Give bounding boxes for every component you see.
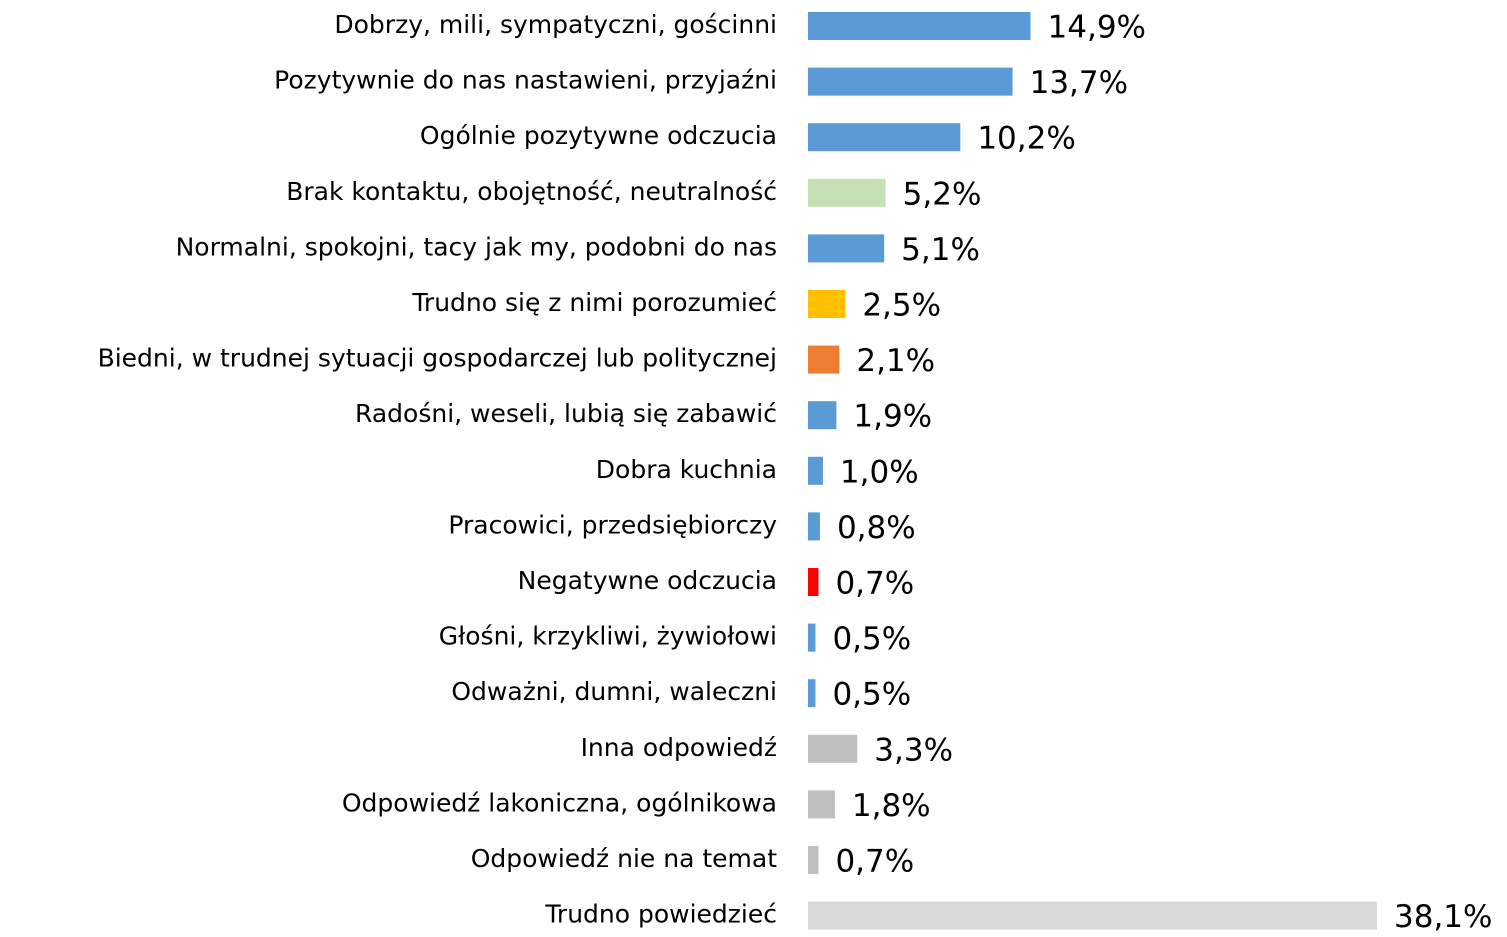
bar — [808, 456, 823, 485]
value-label: 0,8% — [837, 510, 916, 546]
value-label: 0,5% — [832, 621, 911, 657]
bar — [808, 790, 835, 819]
category-label: Dobrzy, mili, sympatyczni, gościnni — [334, 10, 777, 39]
value-label: 5,2% — [903, 176, 982, 212]
value-label: 5,1% — [901, 232, 980, 268]
value-label: 1,9% — [853, 399, 932, 435]
value-label: 0,7% — [835, 566, 914, 602]
category-label: Dobra kuchnia — [596, 455, 777, 484]
category-label: Biedni, w trudnej sytuacji gospodarczej … — [98, 344, 777, 373]
category-label: Pozytywnie do nas nastawieni, przyjaźni — [274, 66, 777, 95]
bar — [808, 401, 837, 430]
value-label: 2,5% — [862, 288, 941, 324]
value-label: 38,1% — [1394, 899, 1492, 933]
category-label: Trudno powiedzieć — [544, 900, 777, 929]
category-label: Brak kontaktu, obojętność, neutralność — [286, 177, 777, 206]
category-label: Odważni, dumni, waleczni — [451, 677, 777, 706]
bar — [808, 846, 819, 874]
category-label: Odpowiedź nie na temat — [471, 844, 778, 873]
bar — [808, 679, 816, 708]
category-label: Odpowiedź lakoniczna, ogólnikowa — [342, 788, 777, 817]
bar — [808, 67, 1013, 96]
value-label: 13,7% — [1030, 65, 1128, 101]
value-label: 2,1% — [856, 343, 935, 379]
bar — [808, 178, 886, 207]
category-label: Trudno się z nimi porozumieć — [411, 288, 777, 317]
category-label: Pracowici, przedsiębiorczy — [448, 510, 777, 539]
category-label: Negatywne odczucia — [518, 566, 777, 595]
value-label: 14,9% — [1048, 10, 1146, 46]
bar — [808, 290, 846, 318]
bar — [808, 12, 1031, 40]
bar — [808, 901, 1377, 930]
value-label: 0,7% — [835, 844, 914, 880]
bar — [808, 234, 885, 263]
bar — [808, 623, 816, 652]
category-label: Ogólnie pozytywne odczucia — [420, 121, 777, 150]
bar — [808, 734, 858, 763]
value-label: 1,8% — [852, 788, 931, 824]
value-label: 3,3% — [874, 732, 953, 768]
category-label: Normalni, spokojni, tacy jak my, podobni… — [176, 232, 777, 261]
value-label: 10,2% — [977, 121, 1075, 157]
bar — [808, 512, 820, 541]
value-label: 1,0% — [840, 454, 919, 490]
category-label: Głośni, krzykliwi, żywiołowi — [439, 622, 777, 651]
bar — [808, 123, 961, 152]
category-label: Inna odpowiedź — [581, 733, 777, 762]
bar — [808, 345, 840, 374]
bar — [808, 568, 819, 596]
category-label: Radośni, weseli, lubią się zabawić — [355, 399, 777, 428]
value-label: 0,5% — [832, 677, 911, 713]
